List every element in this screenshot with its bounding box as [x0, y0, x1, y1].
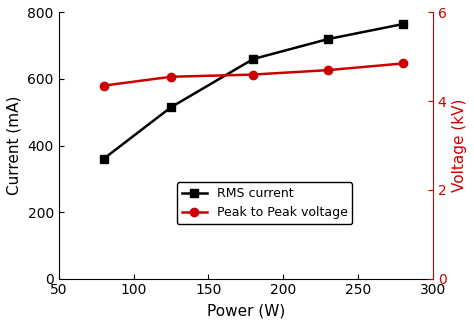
Peak to Peak voltage: [325, 68, 331, 72]
Line: Peak to Peak voltage: Peak to Peak voltage: [100, 59, 407, 90]
RMS current: [168, 105, 174, 109]
Peak to Peak voltage: [168, 75, 174, 79]
Peak to Peak voltage: [101, 84, 107, 88]
Legend: RMS current, Peak to Peak voltage: RMS current, Peak to Peak voltage: [176, 182, 352, 225]
RMS current: [400, 22, 406, 26]
Line: RMS current: RMS current: [100, 20, 407, 163]
RMS current: [101, 157, 107, 161]
Peak to Peak voltage: [250, 72, 256, 76]
RMS current: [325, 37, 331, 41]
Peak to Peak voltage: [400, 61, 406, 65]
Y-axis label: Current (mA): Current (mA): [7, 96, 22, 195]
X-axis label: Power (W): Power (W): [207, 303, 285, 318]
Y-axis label: Voltage (kV): Voltage (kV): [452, 99, 467, 192]
RMS current: [250, 57, 256, 61]
